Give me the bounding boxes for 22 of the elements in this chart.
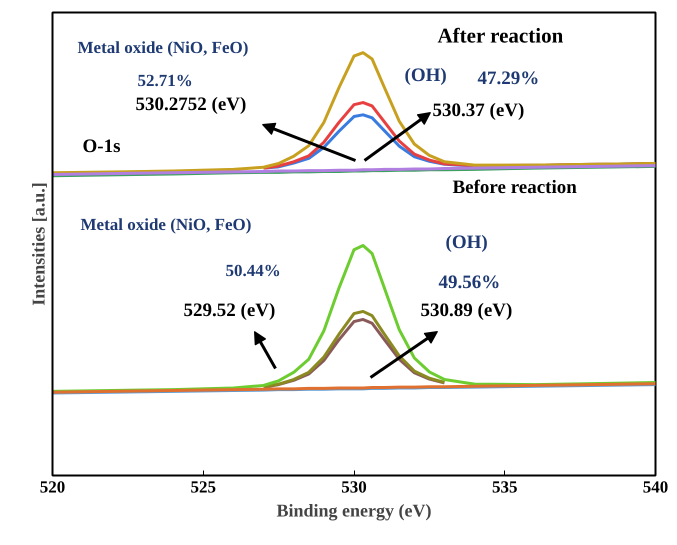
annotation: 530.2752 (eV) <box>136 94 246 115</box>
text: After reaction <box>438 24 564 48</box>
annotation: 50.44% <box>226 261 281 280</box>
x-tick-label: 540 <box>642 478 668 496</box>
annotation: Metal oxide (NiO, FeO) <box>78 38 248 57</box>
annotation: (OH) <box>404 65 447 86</box>
annotation: (OH) <box>446 232 488 253</box>
annotation: 529.52 (eV) <box>184 300 276 321</box>
annotation: 49.56% <box>438 272 500 293</box>
annotation: Metal oxide (NiO, FeO) <box>80 215 252 234</box>
annotation: Before reaction <box>452 177 578 198</box>
x-tick-label: 525 <box>190 478 216 496</box>
x-tick-label: 520 <box>40 478 66 496</box>
y-axis-title: Intensities [a.u.] <box>28 182 48 306</box>
annotation: 47.29% <box>478 68 540 89</box>
annotation: 52.71% <box>138 71 193 90</box>
annotation: O-1s <box>82 136 120 157</box>
x-tick-label: 535 <box>492 478 518 496</box>
x-tick-label: 530 <box>341 478 367 496</box>
annotation: 530.37 (eV) <box>432 100 524 121</box>
annotation: 530.89 (eV) <box>420 300 512 321</box>
x-axis-title: Binding energy (eV) <box>276 500 432 520</box>
